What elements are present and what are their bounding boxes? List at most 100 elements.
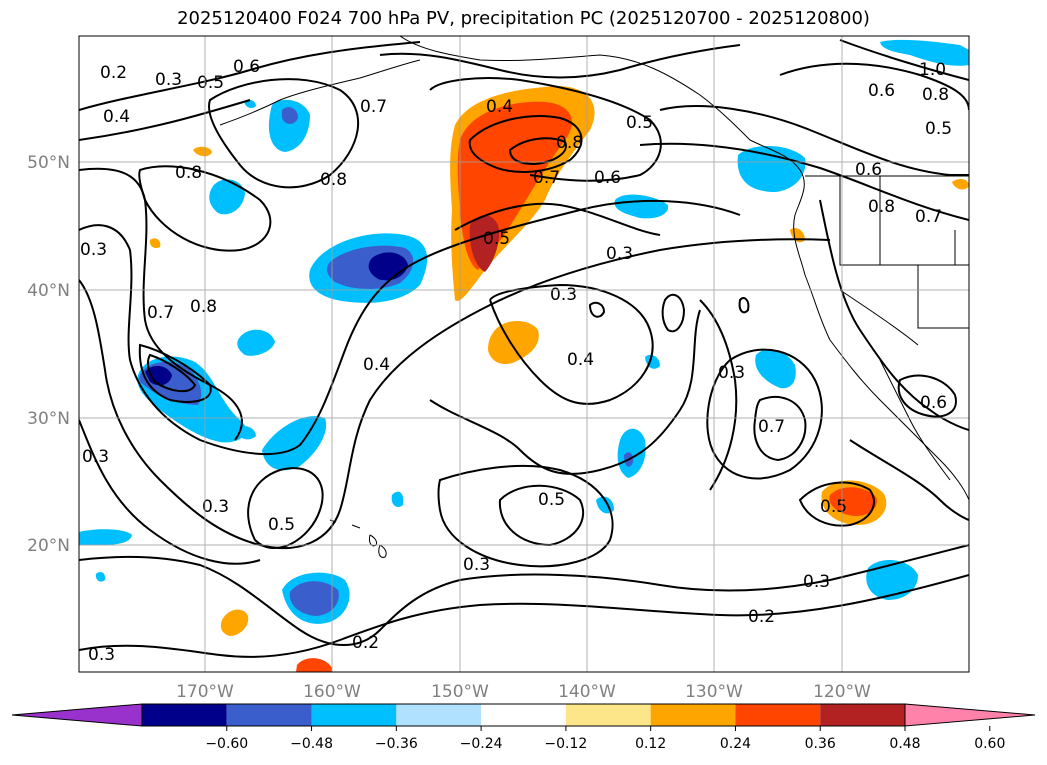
colorbar: −0.60 −0.48 −0.36 −0.24 −0.12 0.12 0.24 0.36 0.4… xyxy=(11,703,1036,752)
contour-label: 0.5 xyxy=(197,73,224,93)
colorbar-segment xyxy=(650,704,736,726)
contour-label: 0.6 xyxy=(594,168,621,188)
contour-label: 0.2 xyxy=(100,63,127,83)
pv-contour xyxy=(588,301,606,318)
lon-tick-labels: 170°W 160°W 150°W 140°W 130°W 120°W xyxy=(176,682,871,702)
contour-label: 0.3 xyxy=(718,363,745,383)
lon-tick-label: 150°W xyxy=(431,682,489,702)
pv-contour xyxy=(468,115,583,173)
colorbar-label: 0.24 xyxy=(720,736,751,752)
precip-positive-dot4 xyxy=(149,238,161,249)
precip-negative-ne xyxy=(880,39,969,66)
colorbar-segment xyxy=(735,704,821,726)
lon-tick-label: 140°W xyxy=(558,682,616,702)
contour-label: 0.3 xyxy=(606,244,633,264)
borders xyxy=(805,175,969,346)
pv-contour xyxy=(138,343,212,403)
pv-contour xyxy=(146,353,197,393)
pv-contour xyxy=(779,62,969,111)
contour-label: 0.3 xyxy=(202,497,229,517)
pv-contour xyxy=(79,167,243,441)
hawaii-islands xyxy=(329,519,387,558)
pv-contour xyxy=(437,464,614,568)
pv-contour xyxy=(819,199,969,431)
colorbar-label: 0.12 xyxy=(635,736,666,752)
pv-contour xyxy=(79,99,251,141)
pv-contour xyxy=(79,238,831,550)
pv-contour xyxy=(208,78,359,189)
colorbar-label: 0.48 xyxy=(889,736,920,752)
contour-label: 0.5 xyxy=(626,113,653,133)
contour-label: 0.3 xyxy=(155,70,182,90)
colorbar-extend-high xyxy=(904,703,1036,727)
pv-contour xyxy=(508,137,567,166)
pv-contour xyxy=(738,297,750,314)
colorbar-label: 0.60 xyxy=(974,736,1005,752)
pv-contour xyxy=(489,283,654,405)
contour-label: 0.6 xyxy=(233,57,260,77)
precip-negative-small5 xyxy=(244,99,256,109)
aleutian-arc xyxy=(219,59,421,126)
contour-label: 0.3 xyxy=(80,240,107,260)
lat-tick-label: 50°N xyxy=(27,153,70,173)
contour-label: 0.4 xyxy=(103,107,130,127)
coastlines xyxy=(219,36,969,558)
contour-label: 0.2 xyxy=(352,633,379,653)
pv-contour xyxy=(798,481,875,527)
pv-contour xyxy=(429,309,701,475)
contour-label: 0.8 xyxy=(320,170,347,190)
lat-tick-label: 30°N xyxy=(27,409,70,429)
pv-contour xyxy=(753,395,807,462)
precip-negative-east3 xyxy=(737,145,806,192)
pv-contours xyxy=(79,39,969,658)
graticule xyxy=(79,36,969,672)
precip-negative-east5 xyxy=(866,559,918,600)
lon-tick-label: 160°W xyxy=(303,682,361,702)
colorbar-segment xyxy=(820,704,905,726)
pv-contour xyxy=(839,39,969,81)
contour-label: 0.7 xyxy=(758,417,785,437)
precip-positive-dot3 xyxy=(952,178,969,190)
contour-label: 0.8 xyxy=(556,133,583,153)
pv-contour xyxy=(699,299,738,491)
contour-label: 0.3 xyxy=(550,285,577,305)
pv-contour xyxy=(79,199,741,455)
contour-label: 0.7 xyxy=(360,97,387,117)
precip-negative-nw3 xyxy=(237,329,275,356)
contour-label: 0.3 xyxy=(463,555,490,575)
colorbar-segment xyxy=(311,704,397,726)
precip-negative-east4 xyxy=(755,349,796,389)
pv-contour xyxy=(79,574,969,658)
precip-negative-nw1-core xyxy=(282,107,298,124)
state-border xyxy=(839,289,919,346)
precip-positive-peak xyxy=(469,215,500,272)
pv-contour xyxy=(79,419,261,565)
contour-label: 0.2 xyxy=(748,607,775,627)
contour-label: 0.3 xyxy=(88,645,115,665)
baja-coast xyxy=(879,359,951,481)
contour-label: 0.4 xyxy=(567,350,594,370)
colorbar-segment xyxy=(481,704,566,726)
precip-negative-small1 xyxy=(95,572,106,582)
precip-negative-nw1 xyxy=(268,99,310,152)
map-title: 2025120400 F024 700 hPa PV, precipitatio… xyxy=(177,8,870,29)
colorbar-border xyxy=(141,703,906,727)
alaska-coast xyxy=(399,36,969,501)
contour-label: 0.3 xyxy=(82,447,109,467)
precip-negative-nw2 xyxy=(209,179,245,215)
pv-contour xyxy=(659,105,969,176)
colorbar-label: −0.24 xyxy=(460,736,503,752)
contour-label: 0.4 xyxy=(363,355,390,375)
pv-contour xyxy=(79,41,421,111)
state-border xyxy=(917,265,969,329)
colorbar-segment xyxy=(565,704,651,726)
pv-contour xyxy=(79,544,969,646)
pv-contour xyxy=(429,77,662,182)
pv-contour xyxy=(897,374,957,418)
contour-label: 0.7 xyxy=(915,207,942,227)
precip-negative-small2 xyxy=(391,491,404,507)
colorbar-segment xyxy=(226,704,312,726)
pv-contour xyxy=(706,348,823,480)
colorbar-segment xyxy=(396,704,482,726)
contour-label: 1.0 xyxy=(919,60,946,80)
